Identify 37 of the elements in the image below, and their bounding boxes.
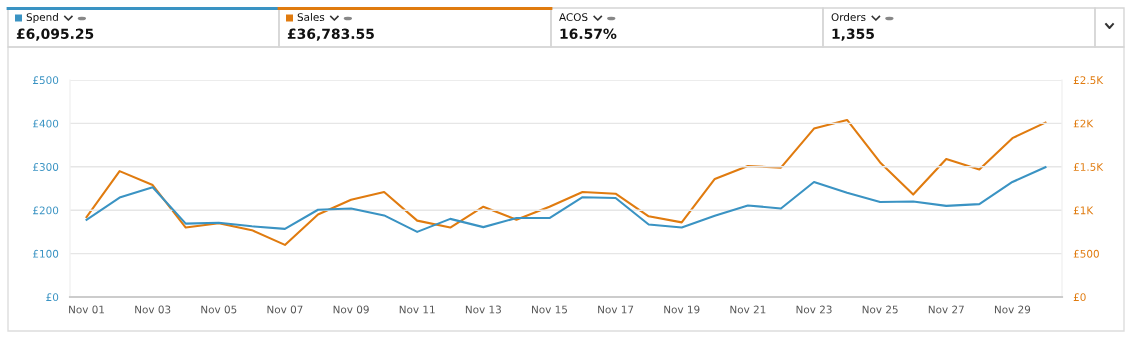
y2-tick-label: £2.5K (1073, 76, 1104, 85)
x-tick-label: Nov 17 (598, 305, 634, 314)
x-tick-label: Nov 11 (399, 305, 435, 314)
y-tick-label: £100 (33, 249, 59, 258)
text: 1,355 (832, 28, 874, 41)
x-tick-label: Nov 09 (333, 305, 369, 314)
y2-tick-label: £1K (1073, 206, 1094, 215)
y2-tick-label: £1.5K (1073, 163, 1104, 171)
y-tick-label: £0 (46, 293, 59, 302)
text: ACOS (559, 13, 588, 22)
x-tick-label: Nov 19 (664, 305, 700, 314)
y2-tick-label: £500 (1073, 249, 1099, 258)
x-tick-label: Nov 05 (201, 305, 237, 314)
line-series (85, 166, 1047, 233)
x-tick-label: Nov 23 (796, 305, 832, 314)
legend-label: Spend (26, 12, 58, 24)
legend-label: Sales (297, 12, 325, 22)
x-tick-label: Nov 03 (135, 305, 171, 314)
y-tick-label: £400 (33, 119, 59, 128)
line-series (85, 118, 1047, 246)
x-tick-label: Nov 15 (532, 305, 567, 314)
y-tick-label: £500 (33, 76, 59, 85)
y-tick-label: £200 (33, 206, 59, 215)
x-tick-label: Nov 21 (730, 305, 766, 314)
x-tick-label: Nov 25 (862, 305, 898, 314)
text: Orders (831, 12, 866, 22)
x-tick-label: Nov 07 (267, 305, 303, 314)
y2-tick-label: £0 (1073, 293, 1086, 302)
text: £6,095.25 (16, 28, 94, 41)
y2-tick-label: £2K (1073, 119, 1094, 128)
x-tick-label: Nov 29 (994, 305, 1031, 314)
text: 16.57% (560, 28, 617, 40)
x-tick-label: Nov 27 (928, 305, 964, 314)
y-tick-label: £300 (33, 163, 59, 171)
x-tick-label: Nov 01 (69, 305, 105, 314)
x-tick-label: Nov 13 (465, 305, 501, 314)
text: £36,783.55 (287, 28, 374, 41)
